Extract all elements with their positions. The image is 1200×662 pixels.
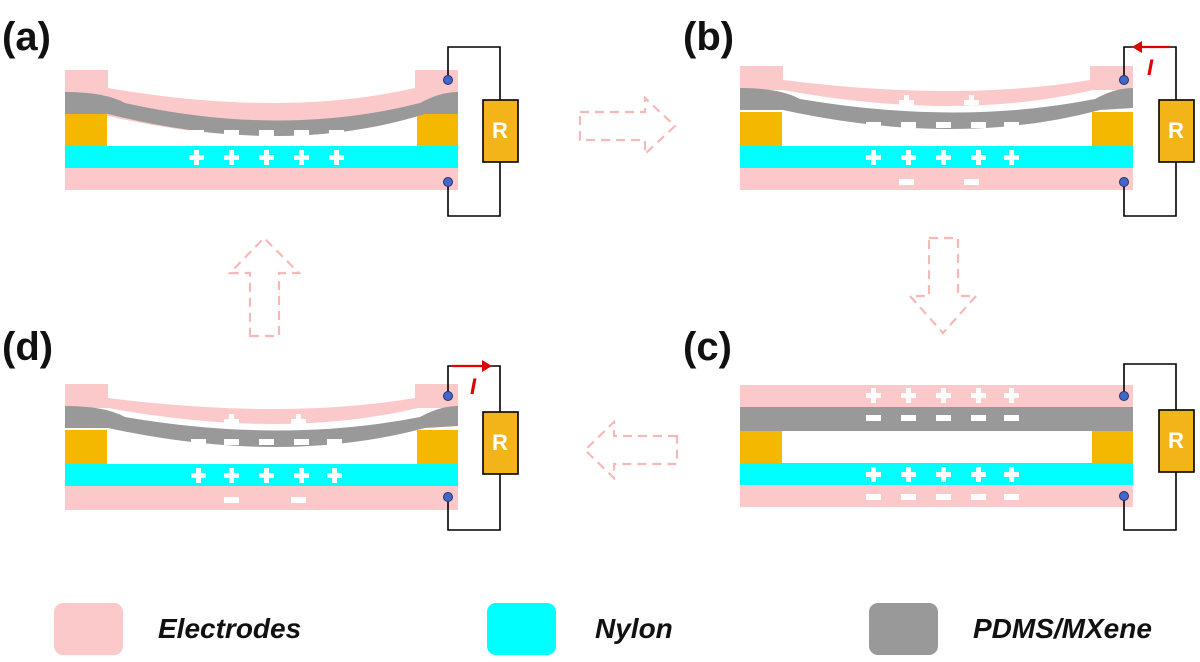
- current-arrowhead: [482, 360, 492, 372]
- resistor-label: R: [492, 430, 508, 455]
- negative-charges: [866, 122, 1019, 128]
- bottom-electrode: [740, 168, 1133, 190]
- current-label: I: [470, 374, 477, 399]
- current-arrowhead: [1132, 41, 1142, 53]
- negative-charges: [866, 415, 1019, 421]
- flow-arrow-left: [583, 419, 679, 481]
- pdms-mxene-layer: [65, 92, 458, 136]
- flow-arrow-right: [578, 95, 677, 157]
- spacer-right: [1092, 112, 1133, 146]
- resistor: [1158, 99, 1195, 163]
- spacer-right: [417, 430, 458, 464]
- terminal-top: [443, 75, 453, 85]
- flow-arrow-down: [907, 236, 979, 335]
- spacer-left: [740, 431, 782, 463]
- legend-label-electrodes: Electrodes: [158, 613, 301, 644]
- circuit-wire: [447, 46, 501, 217]
- current-label: I: [1147, 55, 1154, 80]
- panel-d: (d) R I: [2, 325, 519, 531]
- positive-charges: [191, 468, 342, 483]
- panel-c-label: (c): [683, 325, 732, 369]
- induced-negative-charges: [866, 494, 1019, 500]
- induced-negative-charges: [899, 179, 979, 185]
- terminal-bottom: [443, 177, 453, 187]
- induced-negative-charges: [224, 497, 306, 503]
- spacer-left: [740, 112, 782, 146]
- spacer-left: [65, 114, 107, 146]
- negative-charges: [191, 439, 342, 445]
- top-electrode: [65, 384, 458, 424]
- induced-positive-charges: [899, 95, 979, 110]
- spacer-right: [417, 114, 458, 146]
- terminal-bottom: [443, 492, 453, 502]
- pdms-mxene-layer: [65, 406, 458, 447]
- terminal-top: [443, 391, 453, 401]
- panel-b: (b) R I: [683, 15, 1195, 217]
- terminal-bottom: [1119, 177, 1129, 187]
- induced-positive-charges: [224, 414, 306, 429]
- resistor: [482, 411, 519, 475]
- resistor-label: R: [1168, 428, 1184, 453]
- spacer-left: [65, 430, 107, 464]
- bottom-electrode: [65, 168, 458, 190]
- legend-label-nylon: Nylon: [595, 613, 673, 644]
- pdms-mxene-layer: [740, 88, 1133, 129]
- panel-d-label: (d): [2, 325, 53, 369]
- terminal-top: [1119, 391, 1129, 401]
- legend-label-pdms-mxene: PDMS/MXene: [973, 613, 1152, 644]
- resistor-label: R: [1168, 118, 1184, 143]
- negative-charges: [189, 130, 344, 136]
- circuit-wire: [1123, 363, 1177, 531]
- positive-charges: [866, 467, 1019, 482]
- top-electrode: [740, 66, 1133, 106]
- terminal-bottom: [1119, 491, 1129, 501]
- panel-b-label: (b): [683, 15, 734, 59]
- induced-positive-charges: [866, 388, 1019, 403]
- positive-charges: [866, 150, 1019, 165]
- legend-swatch-pdms-mxene: [869, 603, 938, 655]
- resistor: [1158, 409, 1195, 473]
- resistor-label: R: [492, 118, 508, 143]
- terminal-top: [1119, 75, 1129, 85]
- bottom-electrode: [65, 486, 458, 510]
- spacer-right: [1092, 431, 1133, 463]
- resistor: [482, 99, 519, 163]
- panel-a: (a) R: [2, 15, 519, 217]
- legend-swatch-nylon: [487, 603, 556, 655]
- panel-a-label: (a): [2, 15, 51, 59]
- flow-arrow-up: [227, 236, 302, 338]
- panel-c: (c): [683, 325, 1195, 531]
- legend-swatch-electrodes: [54, 603, 123, 655]
- positive-charges: [189, 150, 344, 165]
- legend: Electrodes Nylon PDMS/MXene: [54, 603, 1152, 655]
